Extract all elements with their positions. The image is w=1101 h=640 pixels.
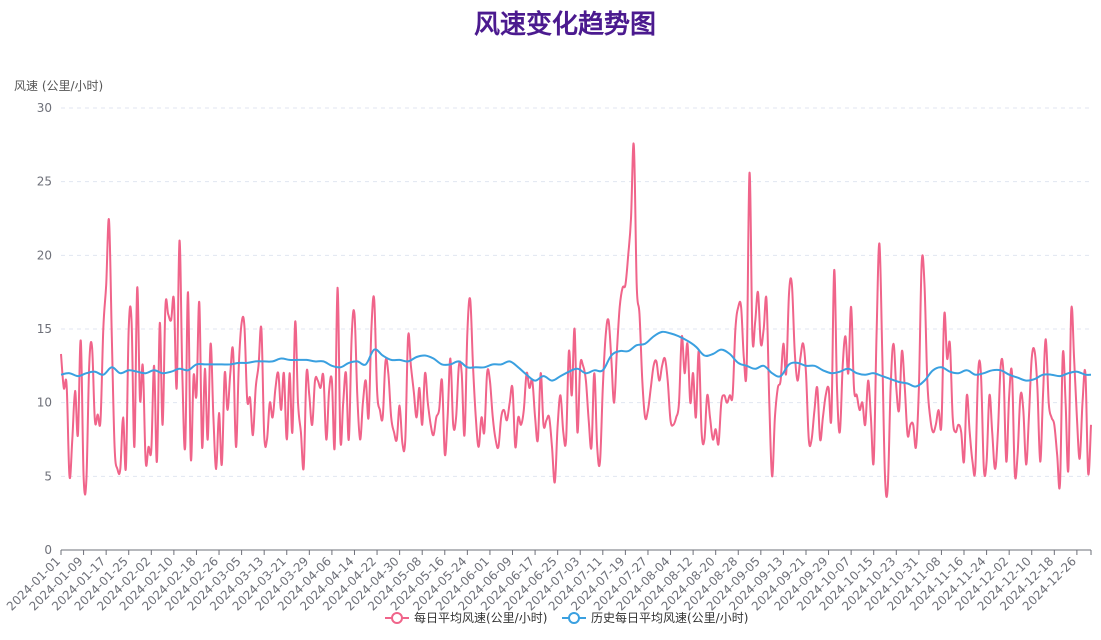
legend[interactable]: 每日平均风速(公里/小时) 历史每日平均风速(公里/小时) xyxy=(385,610,748,625)
y-tick-label: 10 xyxy=(37,396,52,410)
grid xyxy=(61,107,1091,477)
chart-title: 风速变化趋势图 xyxy=(474,9,656,40)
daily-wind-speed-line xyxy=(60,142,1092,498)
x-axis: 2024-01-012024-01-092024-01-172024-01-25… xyxy=(4,549,1092,613)
y-axis-label: 风速 (公里/小时) xyxy=(14,79,103,93)
legend-item-historical[interactable]: 历史每日平均风速(公里/小时) xyxy=(562,610,748,625)
y-tick-label: 30 xyxy=(37,101,52,115)
legend-circle-icon xyxy=(391,612,403,624)
series-lines xyxy=(60,142,1092,498)
historical-wind-speed-line xyxy=(60,330,1092,388)
legend-label: 历史每日平均风速(公里/小时) xyxy=(591,610,748,625)
y-tick-label: 15 xyxy=(37,322,52,336)
legend-item-daily[interactable]: 每日平均风速(公里/小时) xyxy=(385,610,547,625)
y-tick-label: 20 xyxy=(37,248,52,262)
y-tick-label: 0 xyxy=(44,543,52,557)
y-tick-label: 25 xyxy=(37,175,52,189)
y-axis-ticks: 0 5 10 15 20 25 30 xyxy=(37,101,52,557)
y-tick-label: 5 xyxy=(44,469,52,483)
legend-label: 每日平均风速(公里/小时) xyxy=(414,610,547,625)
legend-circle-icon xyxy=(568,612,580,624)
